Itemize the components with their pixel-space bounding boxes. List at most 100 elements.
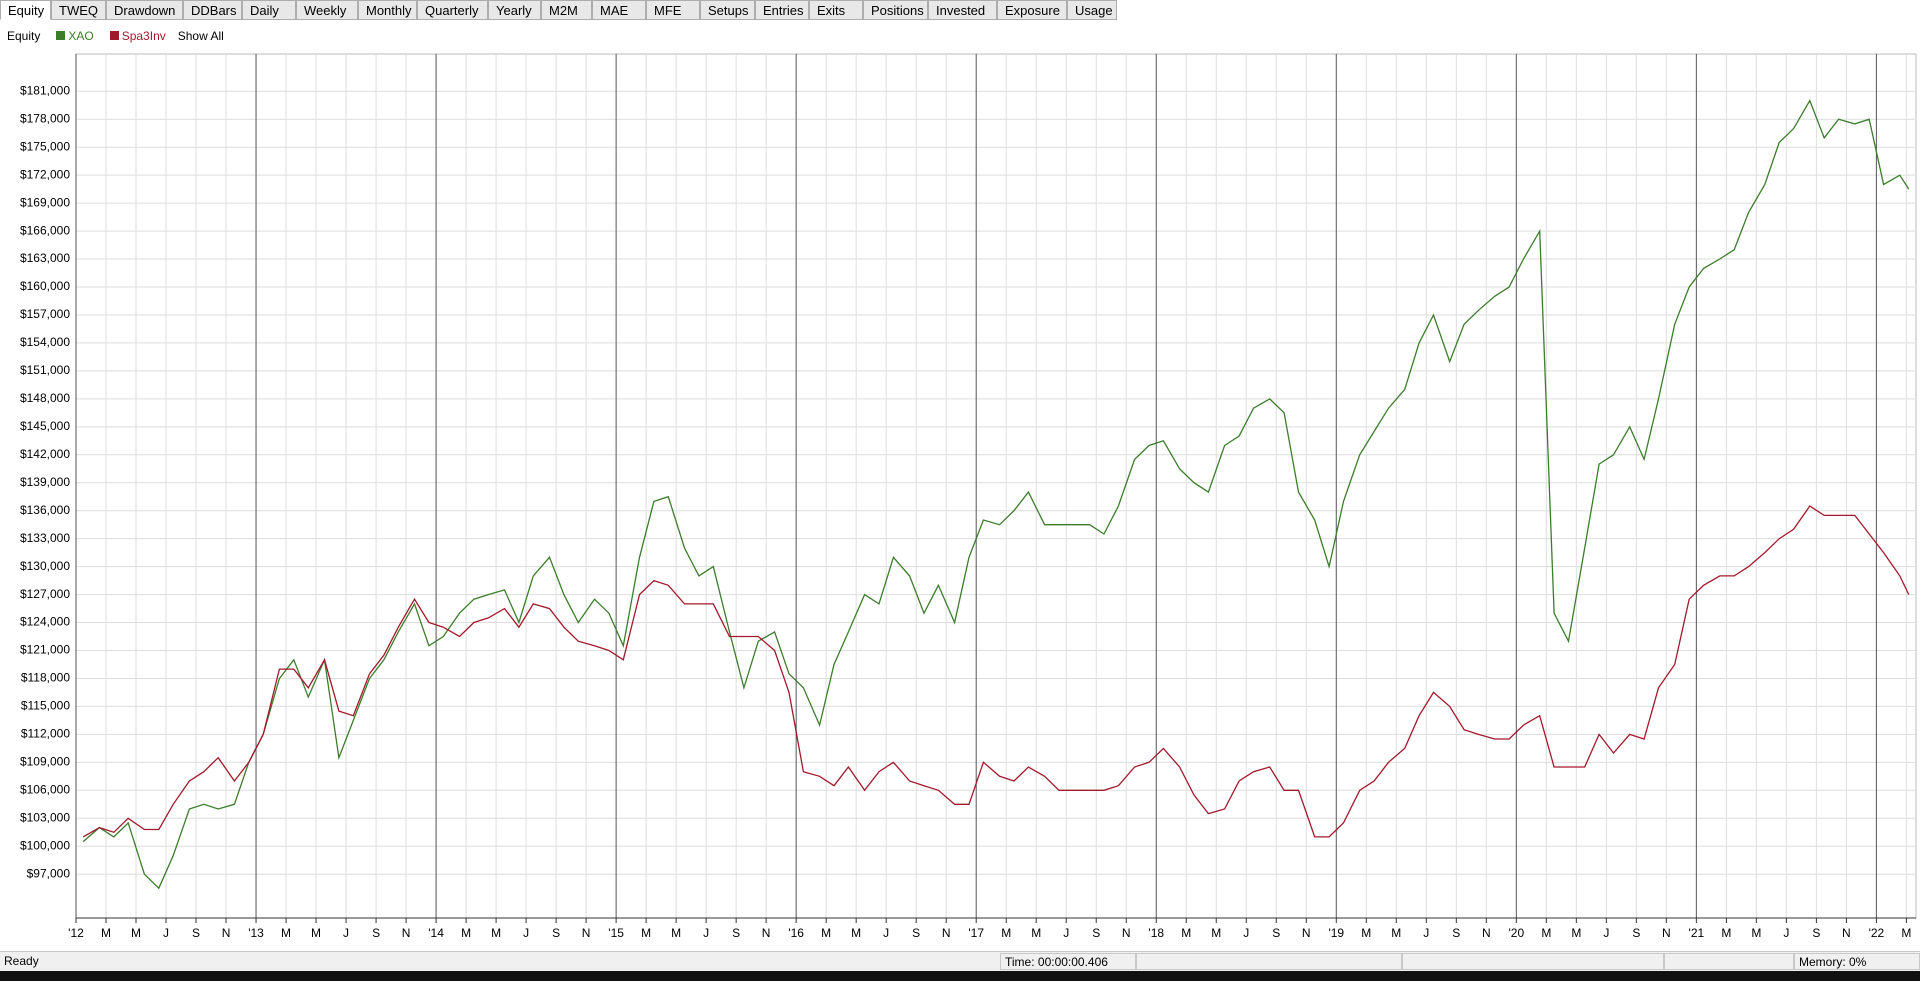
legend-swatch [109,31,119,40]
tab[interactable]: Invested [928,0,997,20]
x-tick-label: M [1751,926,1761,940]
tab[interactable]: DDBars [183,0,242,20]
tab[interactable]: Exits [809,0,863,20]
x-tick-label: S [552,926,560,940]
legend-entry[interactable]: XAO [46,29,94,43]
y-tick-label: $175,000 [20,139,70,153]
y-tick-label: $133,000 [20,531,70,545]
taskbar-edge [0,971,1920,981]
x-tick-label: M [1181,926,1191,940]
x-tick-label: M [851,926,861,940]
x-tick-label: N [1122,926,1131,940]
y-tick-label: $118,000 [21,671,70,685]
tab[interactable]: Exposure [997,0,1067,20]
legend-label: Spa3Inv [121,29,166,43]
x-tick-label: M [821,926,831,940]
x-tick-label: M [641,926,651,940]
x-tick-label: N [1662,926,1671,940]
tab[interactable]: Setups [700,0,755,20]
tab[interactable]: Monthly [358,0,417,20]
y-tick-label: $148,000 [20,391,70,405]
tab[interactable]: Weekly [296,0,358,20]
x-tick-label: M [1721,926,1731,940]
legend-swatch [56,31,66,40]
x-tick-label: M [1031,926,1041,940]
y-tick-label: $136,000 [20,503,70,517]
x-tick-label: M [131,926,141,940]
x-tick-label: S [372,926,380,940]
x-tick-label: '21 [1689,926,1705,940]
x-tick-label: M [1541,926,1551,940]
tab[interactable]: Quarterly [417,0,488,20]
x-tick-label: '13 [248,926,264,940]
x-tick-label: J [523,926,529,940]
tab-bar: Equity TWEQ Drawdown DDBars Daily Weekly Month… [0,0,1117,20]
y-tick-label: $160,000 [20,279,70,293]
x-tick-label: M [1361,926,1371,940]
x-tick-label: S [1632,926,1640,940]
x-tick-label: M [1001,926,1011,940]
x-tick-label: J [1243,926,1249,940]
tab[interactable]: M2M [541,0,592,20]
x-tick-label: J [703,926,709,940]
plot-area [75,53,1917,919]
x-tick-label: M [1571,926,1581,940]
y-tick-label: $103,000 [20,810,70,824]
status-time: Time: 00:00:00.406 [1000,953,1136,970]
tab[interactable]: Entries [755,0,809,20]
x-tick-label: M [461,926,471,940]
x-tick-label: J [343,926,349,940]
legend-entry[interactable]: Spa3Inv [100,29,166,43]
tab[interactable]: Usage [1067,0,1117,20]
y-tick-label: $127,000 [20,587,70,601]
y-tick-label: $100,000 [20,838,70,852]
tab[interactable]: MFE [646,0,700,20]
x-tick-label: N [222,926,231,940]
x-tick-label: '14 [428,926,444,940]
y-tick-label: $124,000 [20,615,70,629]
series-line [82,99,1910,890]
x-tick-label: '22 [1869,926,1885,940]
x-tick-label: N [1482,926,1491,940]
y-tick-label: $157,000 [20,307,70,321]
x-tick-label: S [1272,926,1280,940]
x-tick-label: M [281,926,291,940]
tab[interactable]: Yearly [488,0,541,20]
x-tick-label: N [1842,926,1851,940]
x-tick-label: N [582,926,591,940]
status-memory: Memory: 0% [1794,953,1920,970]
x-tick-label: N [942,926,951,940]
x-tick-label: M [671,926,681,940]
y-tick-label: $169,000 [20,195,70,209]
x-tick-label: S [732,926,740,940]
x-tick-label: M [311,926,321,940]
x-tick-label: S [1812,926,1820,940]
x-tick-label: S [1452,926,1460,940]
status-text: Ready [4,954,39,968]
x-tick-label: J [1063,926,1069,940]
x-tick-label: N [762,926,771,940]
show-all-button[interactable]: Show All [177,29,224,43]
tab[interactable]: Equity [0,0,51,20]
x-tick-label: '15 [608,926,624,940]
tab[interactable]: Drawdown [106,0,183,20]
y-tick-label: $112,000 [21,727,70,741]
x-tick-label: M [101,926,111,940]
chart-title: Equity [7,29,41,43]
status-panel [1664,953,1794,970]
x-tick-label: '16 [788,926,804,940]
x-tick-label: M [1391,926,1401,940]
y-tick-label: $97,000 [27,866,71,880]
tab[interactable]: TWEQ [51,0,106,20]
legend-label: XAO [68,29,94,43]
x-tick-label: S [1092,926,1100,940]
y-tick-label: $106,000 [20,782,70,796]
x-tick-label: '12 [68,926,84,940]
tab[interactable]: Daily [242,0,296,20]
tab[interactable]: MAE [592,0,646,20]
tab[interactable]: Positions [863,0,928,20]
y-tick-label: $139,000 [20,475,70,489]
legend: Equity XAO Spa3Inv Show All [7,27,224,45]
x-tick-label: J [1603,926,1609,940]
